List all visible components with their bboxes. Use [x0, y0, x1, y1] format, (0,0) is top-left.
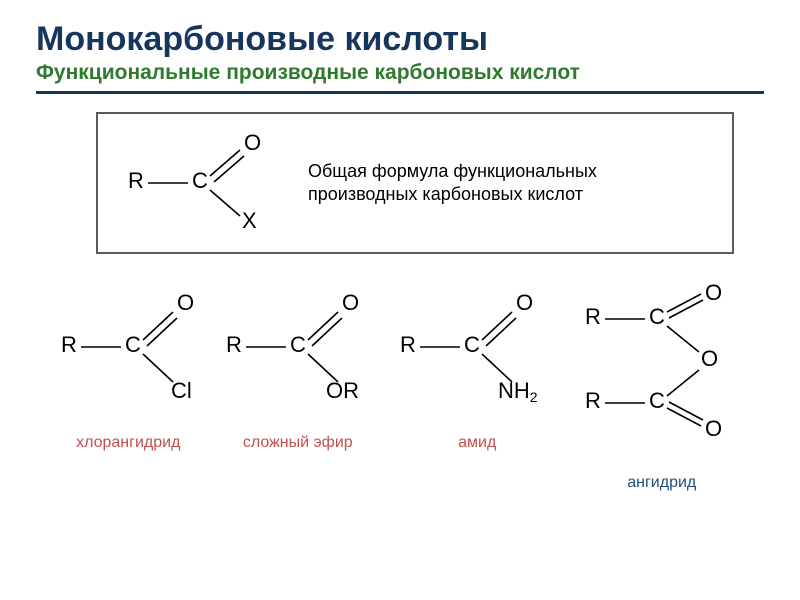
atom-R: R [585, 304, 601, 329]
label-anhydride: ангидрид [627, 474, 696, 492]
derivatives-row: R C O Cl хлорангидрид R C O OR [46, 282, 754, 492]
atom-O: O [342, 290, 359, 315]
atom-R2: R [585, 388, 601, 413]
atom-R: R [226, 332, 242, 357]
desc-line1: Общая формула функциональных [308, 160, 597, 183]
derivative-amide: R C O NH2 амид [392, 282, 562, 452]
atom-O: O [177, 290, 194, 315]
atom-X: X [242, 208, 257, 233]
atom-R: R [400, 332, 416, 357]
mol-anhydride: R C O O C R O [577, 282, 747, 452]
atom-C: C [192, 168, 208, 193]
slide-subtitle: Функциональные производные карбоновых ки… [36, 61, 764, 85]
label-ester: сложный эфир [243, 434, 353, 452]
divider [36, 91, 764, 94]
atom-C: C [464, 332, 480, 357]
atom-O-bridge: O [701, 346, 718, 371]
bond-C-X [210, 190, 240, 216]
bond [667, 326, 699, 352]
general-formula-desc: Общая формула функциональных производных… [308, 160, 597, 207]
slide-container: Монокарбоновые кислоты Функциональные пр… [0, 0, 800, 512]
atom-C: C [290, 332, 306, 357]
bond [667, 370, 699, 396]
general-formula-molecule: R C O X [118, 128, 268, 238]
label-amide: амид [458, 434, 496, 452]
atom-O: O [705, 282, 722, 305]
atom-R: R [128, 168, 144, 193]
atom-Cl: Cl [171, 378, 192, 403]
derivative-chloride: R C O Cl хлорангидрид [53, 282, 203, 452]
general-formula-svg: R C O X [118, 128, 268, 238]
atom-C: C [649, 304, 665, 329]
atom-O: O [244, 130, 261, 155]
mol-ester: R C O OR [218, 282, 378, 412]
mol-chloride: R C O Cl [53, 282, 203, 412]
label-chloride: хлорангидрид [76, 434, 180, 452]
atom-NH2: NH2 [498, 378, 538, 405]
atom-C: C [125, 332, 141, 357]
slide-title: Монокарбоновые кислоты [36, 20, 764, 59]
atom-O2: O [705, 416, 722, 441]
mol-amide: R C O NH2 [392, 282, 562, 412]
atom-C2: C [649, 388, 665, 413]
bond [143, 354, 173, 382]
atom-O: O [516, 290, 533, 315]
general-formula-box: R C O X Общая формула функциональных про… [96, 112, 734, 254]
atom-R: R [61, 332, 77, 357]
atom-OR: OR [326, 378, 359, 403]
derivative-ester: R C O OR сложный эфир [218, 282, 378, 452]
derivative-anhydride: R C O O C R O ангидрид [577, 282, 747, 492]
desc-line2: производных карбоновых кислот [308, 183, 597, 206]
